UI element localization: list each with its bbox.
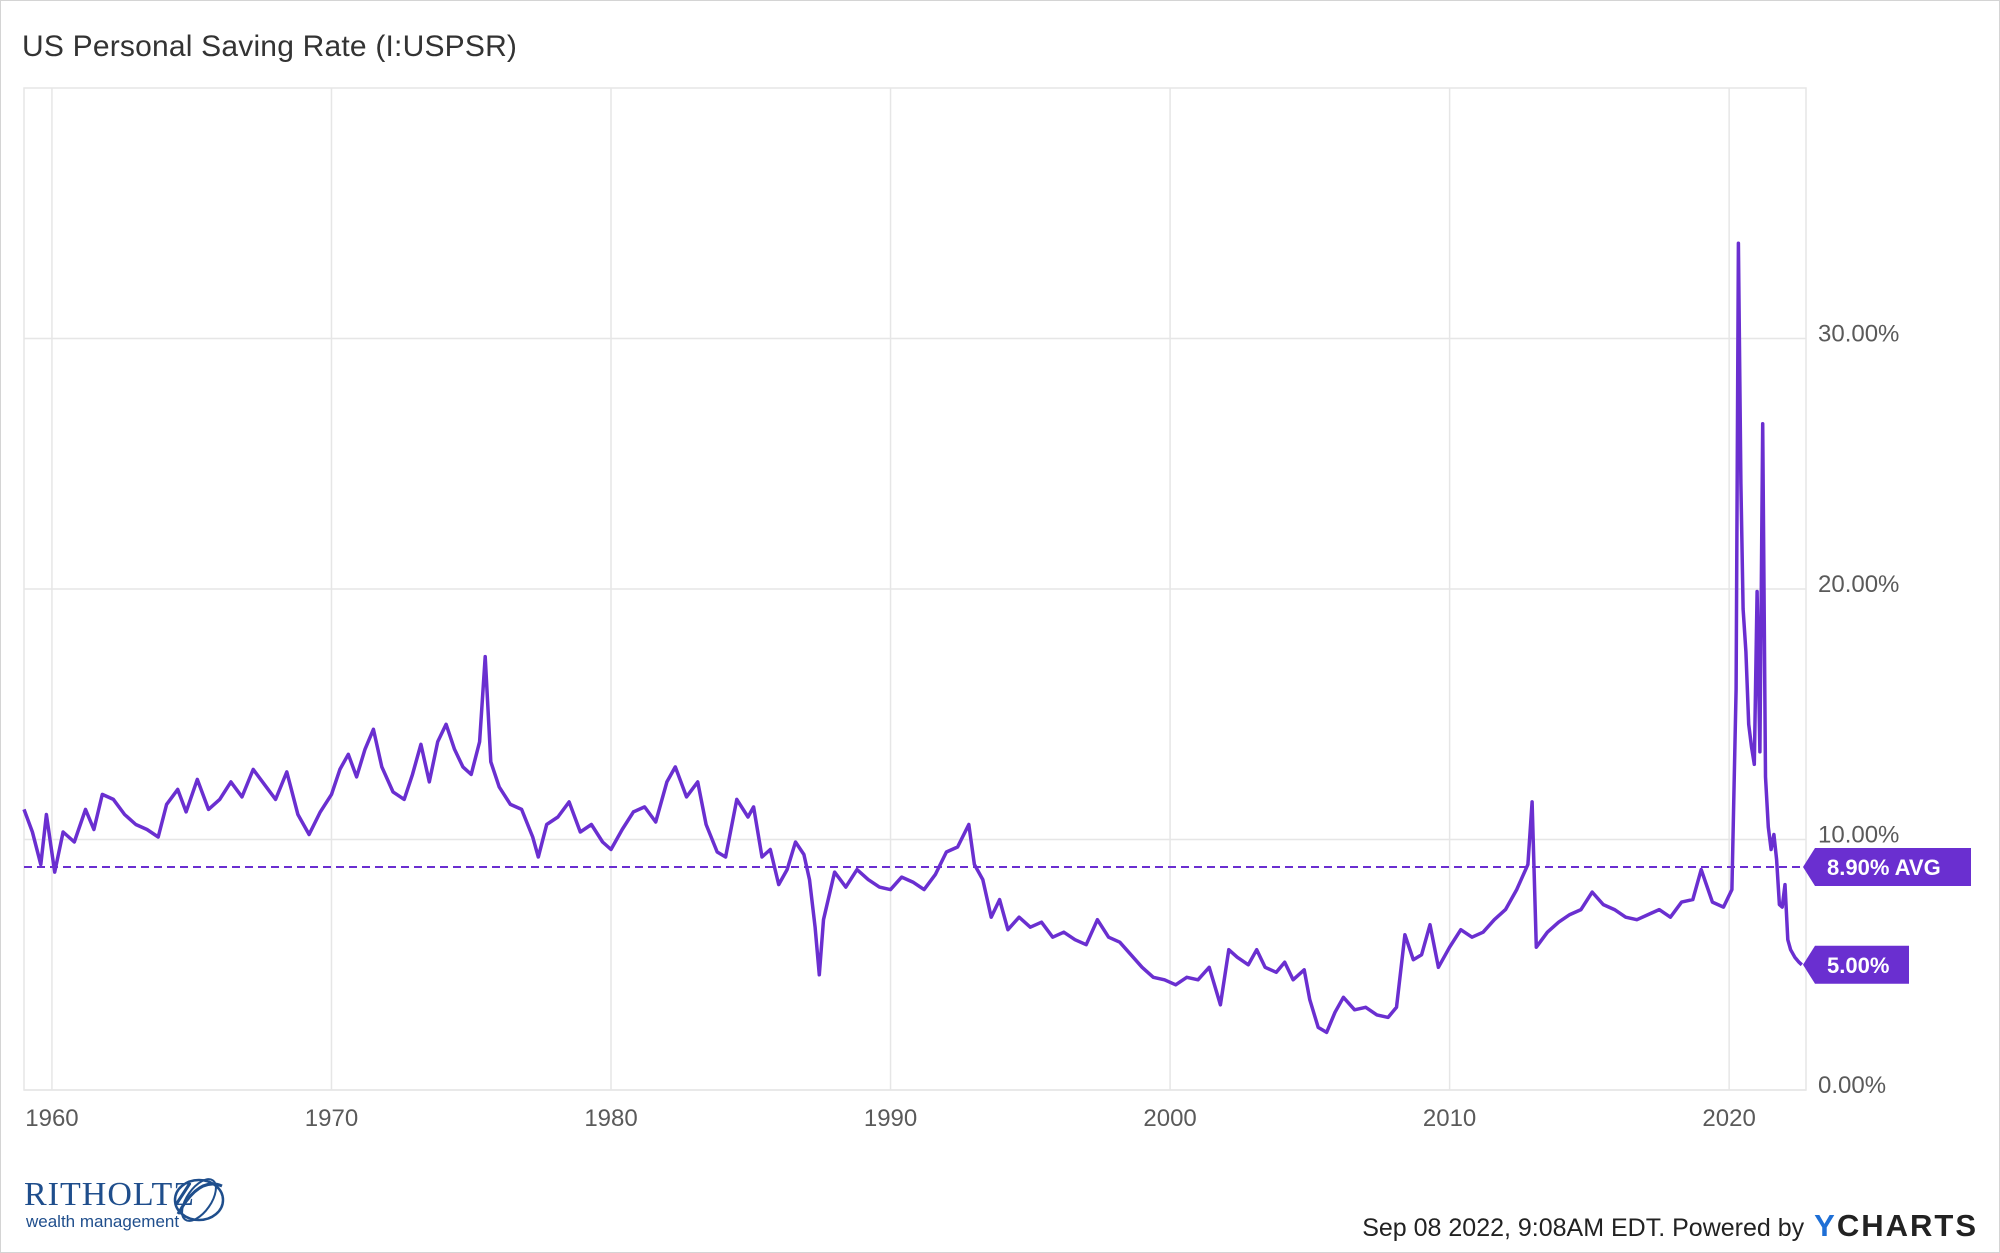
ycharts-logo-y: Y <box>1814 1208 1837 1243</box>
chart-title: US Personal Saving Rate (I:USPSR) <box>22 30 518 63</box>
average-badge: 8.90% AVG <box>1803 848 1971 887</box>
footer: Sep 08 2022, 9:08AM EDT. Powered by YCHA… <box>1362 1208 1978 1244</box>
y-tick-label: 20.00% <box>1818 571 1899 598</box>
y-tick-label: 0.00% <box>1818 1072 1886 1099</box>
logo-wordmark: RITHOLTZ <box>24 1176 196 1213</box>
x-tick-label: 1960 <box>25 1105 78 1132</box>
x-tick-label: 2010 <box>1423 1105 1476 1132</box>
series-line <box>22 241 1803 1035</box>
x-tick-label: 2020 <box>1702 1105 1755 1132</box>
grid-lines <box>23 87 1807 1091</box>
x-tick-label: 1980 <box>584 1105 637 1132</box>
last-value-badge-label: 5.00% <box>1827 953 1889 978</box>
y-axis-ticks: 0.00% 10.00% 20.00% 30.00% <box>1818 321 1899 1100</box>
average-badge-shape <box>1803 848 1971 887</box>
logo-subtitle: wealth management <box>26 1212 180 1231</box>
y-tick-label: 30.00% <box>1818 321 1899 348</box>
ycharts-logo[interactable]: YCHARTS <box>1814 1208 1978 1244</box>
last-value-badge: 5.00% <box>1803 945 1909 984</box>
x-tick-label: 1970 <box>305 1105 358 1132</box>
ritholtz-logo: RITHOLTZ wealth management <box>24 1176 225 1232</box>
last-value-badge-shape <box>1803 945 1909 984</box>
timestamp-text: Sep 08 2022, 9:08AM EDT. Powered by <box>1362 1214 1805 1242</box>
y-tick-label: 10.00% <box>1818 822 1899 849</box>
x-tick-label: 1990 <box>864 1105 917 1132</box>
average-badge-label: 8.90% AVG <box>1827 855 1941 880</box>
globe-swirl-icon <box>173 1178 225 1222</box>
x-axis-ticks: 1960 1970 1980 1990 2000 2010 2020 <box>25 1105 1756 1132</box>
ycharts-logo-text: CHARTS <box>1836 1208 1978 1243</box>
x-tick-label: 2000 <box>1143 1105 1196 1132</box>
